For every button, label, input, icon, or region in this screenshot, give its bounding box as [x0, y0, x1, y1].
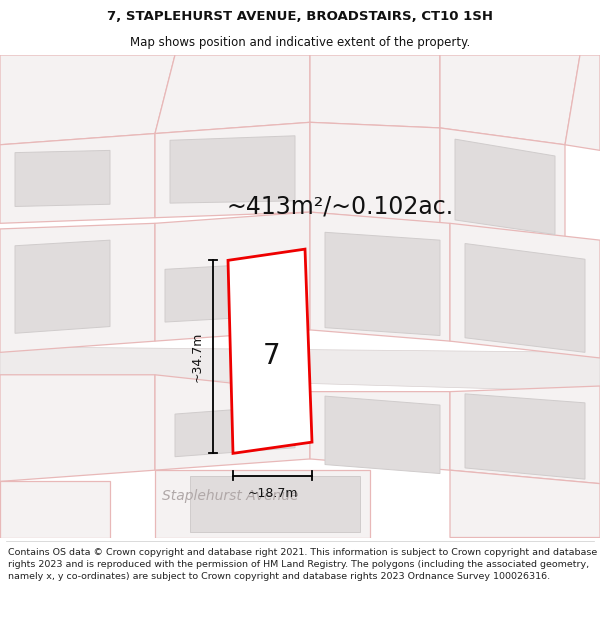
Polygon shape [465, 244, 585, 352]
Text: ~413m²/~0.102ac.: ~413m²/~0.102ac. [226, 194, 454, 219]
Text: ~34.7m: ~34.7m [191, 332, 203, 382]
Polygon shape [15, 151, 110, 206]
Text: 7: 7 [263, 342, 281, 370]
Polygon shape [0, 223, 155, 352]
Text: ~18.7m: ~18.7m [247, 488, 298, 500]
Polygon shape [0, 481, 110, 538]
Polygon shape [190, 476, 360, 532]
Polygon shape [0, 375, 155, 481]
Polygon shape [155, 470, 370, 538]
Polygon shape [0, 347, 600, 392]
Polygon shape [175, 405, 295, 457]
Polygon shape [155, 122, 310, 218]
Polygon shape [565, 55, 600, 151]
Polygon shape [228, 249, 312, 453]
Polygon shape [242, 304, 300, 423]
Polygon shape [155, 212, 310, 341]
Polygon shape [440, 55, 580, 145]
Polygon shape [455, 139, 555, 234]
Polygon shape [310, 392, 450, 470]
Text: Map shows position and indicative extent of the property.: Map shows position and indicative extent… [130, 36, 470, 49]
Polygon shape [310, 55, 440, 128]
Polygon shape [465, 394, 585, 479]
Polygon shape [310, 212, 450, 341]
Polygon shape [165, 262, 285, 322]
Polygon shape [310, 122, 440, 223]
Polygon shape [440, 128, 565, 240]
Polygon shape [450, 470, 600, 538]
Text: Staplehurst Avenue: Staplehurst Avenue [162, 489, 298, 503]
Polygon shape [0, 55, 175, 145]
Polygon shape [155, 55, 310, 134]
Polygon shape [155, 375, 310, 470]
Polygon shape [450, 223, 600, 358]
Polygon shape [450, 386, 600, 484]
Polygon shape [15, 240, 110, 333]
Polygon shape [325, 396, 440, 474]
Text: 7, STAPLEHURST AVENUE, BROADSTAIRS, CT10 1SH: 7, STAPLEHURST AVENUE, BROADSTAIRS, CT10… [107, 10, 493, 23]
Polygon shape [0, 134, 155, 223]
Polygon shape [170, 136, 295, 203]
Text: Contains OS data © Crown copyright and database right 2021. This information is : Contains OS data © Crown copyright and d… [8, 548, 597, 581]
Polygon shape [325, 232, 440, 336]
